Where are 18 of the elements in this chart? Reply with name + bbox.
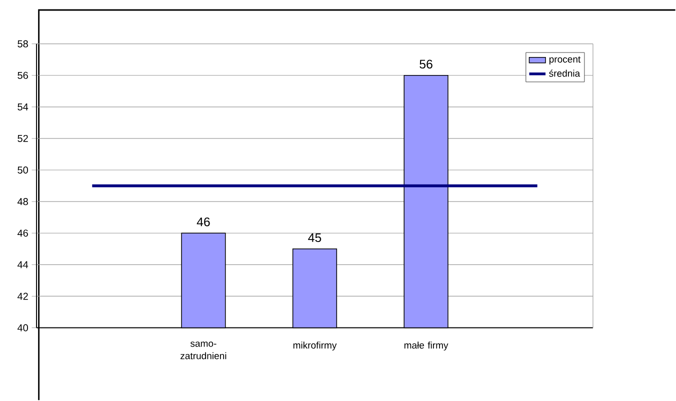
y-tick-label: 58 <box>18 40 28 48</box>
y-tick-label: 56 <box>18 72 28 79</box>
legend-label: procent <box>549 56 581 65</box>
y-tick-label: 54 <box>18 103 28 110</box>
y-tick-label: 44 <box>17 261 28 268</box>
x-tick-label: mikrofirmy <box>293 342 337 351</box>
y-tick-label: 48 <box>17 198 28 206</box>
data-label: 56 <box>420 60 432 69</box>
x-tick-label: samo-zatrudnieni <box>180 342 226 360</box>
y-tick-label: 46 <box>17 230 28 237</box>
x-tick-label: małe firmy <box>404 342 448 351</box>
data-label: 46 <box>196 218 210 226</box>
y-tick-label: 52 <box>18 134 28 142</box>
legend-label: średnia <box>549 70 580 77</box>
y-tick-label: 40 <box>17 324 28 332</box>
data-label: 45 <box>308 233 322 242</box>
y-tick-label: 42 <box>17 292 28 300</box>
y-tick-label: 50 <box>18 166 28 174</box>
